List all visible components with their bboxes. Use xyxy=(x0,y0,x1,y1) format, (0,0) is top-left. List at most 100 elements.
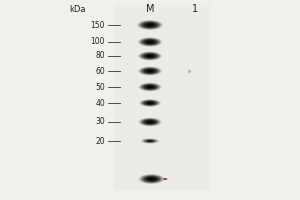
Ellipse shape xyxy=(141,84,159,90)
Ellipse shape xyxy=(147,121,153,123)
Ellipse shape xyxy=(143,85,157,89)
Ellipse shape xyxy=(146,177,158,181)
Ellipse shape xyxy=(146,54,154,58)
Ellipse shape xyxy=(149,71,151,72)
Ellipse shape xyxy=(149,55,151,56)
Ellipse shape xyxy=(144,40,156,44)
Bar xyxy=(114,4,210,190)
Ellipse shape xyxy=(141,138,159,144)
Ellipse shape xyxy=(145,23,155,27)
Ellipse shape xyxy=(148,24,152,26)
Ellipse shape xyxy=(138,66,162,76)
Ellipse shape xyxy=(140,38,160,46)
Text: 80: 80 xyxy=(95,51,105,60)
Ellipse shape xyxy=(142,119,158,125)
Ellipse shape xyxy=(143,139,157,143)
Ellipse shape xyxy=(140,118,160,126)
Ellipse shape xyxy=(144,101,156,105)
Ellipse shape xyxy=(143,176,160,182)
Ellipse shape xyxy=(147,177,156,181)
Ellipse shape xyxy=(149,41,152,43)
Ellipse shape xyxy=(140,174,164,184)
Ellipse shape xyxy=(138,37,162,47)
Ellipse shape xyxy=(148,178,155,180)
Ellipse shape xyxy=(144,23,156,27)
Ellipse shape xyxy=(141,53,159,59)
Ellipse shape xyxy=(141,100,159,106)
Text: M: M xyxy=(146,4,154,14)
Ellipse shape xyxy=(141,68,159,74)
Ellipse shape xyxy=(146,69,154,73)
Ellipse shape xyxy=(145,85,155,89)
Ellipse shape xyxy=(147,102,153,104)
Ellipse shape xyxy=(146,55,154,57)
Ellipse shape xyxy=(148,70,152,72)
Text: 100: 100 xyxy=(91,38,105,46)
Ellipse shape xyxy=(142,175,161,183)
Ellipse shape xyxy=(138,118,162,126)
Ellipse shape xyxy=(143,53,157,59)
Ellipse shape xyxy=(148,55,152,57)
Ellipse shape xyxy=(144,69,156,73)
Ellipse shape xyxy=(146,24,154,26)
Ellipse shape xyxy=(141,39,159,45)
Ellipse shape xyxy=(142,22,158,28)
Ellipse shape xyxy=(140,83,160,91)
Ellipse shape xyxy=(138,20,162,30)
Ellipse shape xyxy=(141,119,159,125)
Ellipse shape xyxy=(139,83,161,91)
Ellipse shape xyxy=(139,52,161,60)
Ellipse shape xyxy=(137,20,163,30)
Ellipse shape xyxy=(147,140,153,142)
Ellipse shape xyxy=(144,54,156,58)
Ellipse shape xyxy=(148,102,152,104)
Ellipse shape xyxy=(142,100,158,106)
Ellipse shape xyxy=(141,175,162,183)
Ellipse shape xyxy=(146,140,154,142)
Ellipse shape xyxy=(139,118,161,126)
Ellipse shape xyxy=(148,121,152,123)
Text: 50: 50 xyxy=(95,83,105,92)
Ellipse shape xyxy=(140,99,160,107)
Ellipse shape xyxy=(140,21,160,29)
Ellipse shape xyxy=(145,40,155,44)
Ellipse shape xyxy=(139,99,161,107)
Text: 40: 40 xyxy=(95,98,105,108)
Ellipse shape xyxy=(139,21,161,29)
Ellipse shape xyxy=(138,174,165,184)
Ellipse shape xyxy=(150,178,153,180)
Ellipse shape xyxy=(144,176,159,182)
Ellipse shape xyxy=(140,67,160,75)
Ellipse shape xyxy=(146,70,154,72)
Ellipse shape xyxy=(142,84,158,90)
Ellipse shape xyxy=(146,41,154,43)
Ellipse shape xyxy=(143,22,157,28)
Ellipse shape xyxy=(140,138,160,144)
Ellipse shape xyxy=(146,85,154,89)
Ellipse shape xyxy=(143,68,157,74)
Ellipse shape xyxy=(144,139,156,143)
Ellipse shape xyxy=(145,139,155,143)
Ellipse shape xyxy=(146,102,154,104)
Text: 150: 150 xyxy=(91,21,105,29)
Ellipse shape xyxy=(143,39,157,45)
Ellipse shape xyxy=(148,41,152,43)
Ellipse shape xyxy=(139,38,161,46)
Ellipse shape xyxy=(148,86,152,88)
Ellipse shape xyxy=(147,86,153,88)
Ellipse shape xyxy=(142,68,158,74)
Ellipse shape xyxy=(139,67,161,75)
Ellipse shape xyxy=(140,52,160,60)
Ellipse shape xyxy=(145,101,155,105)
Ellipse shape xyxy=(146,120,154,124)
Text: 60: 60 xyxy=(95,66,105,75)
Ellipse shape xyxy=(145,120,155,124)
Ellipse shape xyxy=(143,101,157,105)
Text: 30: 30 xyxy=(95,117,105,127)
Ellipse shape xyxy=(143,120,157,124)
Text: 1: 1 xyxy=(192,4,198,14)
Text: 20: 20 xyxy=(95,136,105,146)
Ellipse shape xyxy=(146,140,154,142)
Ellipse shape xyxy=(138,83,162,91)
Ellipse shape xyxy=(138,51,162,61)
